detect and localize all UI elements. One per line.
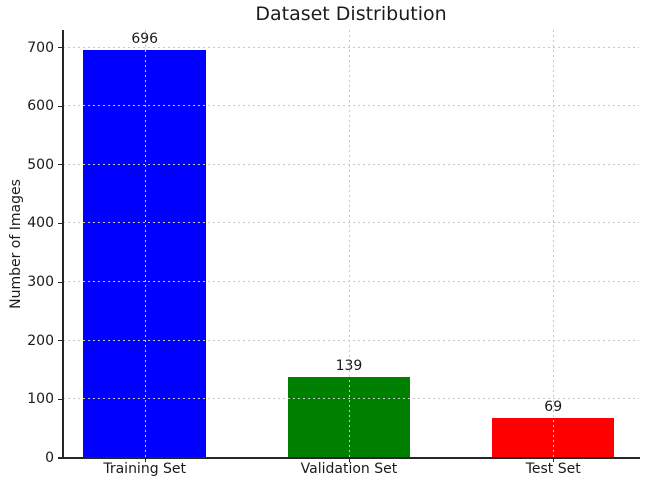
h-gridline	[63, 281, 639, 283]
x-tick-mark	[553, 458, 555, 462]
h-gridline	[63, 163, 639, 165]
y-tick-label: 0	[45, 450, 54, 466]
bar-value-label: 696	[131, 30, 159, 47]
x-tick-label-test-set: Test Set	[525, 461, 581, 477]
bar-validation-set	[287, 376, 411, 458]
y-tick-mark	[58, 222, 62, 225]
h-gridline	[63, 105, 639, 107]
v-gridline	[348, 30, 350, 458]
y-tick-label: 400	[27, 215, 54, 232]
x-tick-mark	[144, 458, 146, 462]
y-tick-mark	[58, 457, 62, 459]
h-gridline	[63, 222, 639, 224]
y-axis-label: Number of Images	[8, 179, 24, 309]
y-tick-mark	[58, 340, 62, 342]
x-tick-mark	[348, 458, 351, 462]
y-tick-label: 700	[27, 39, 54, 56]
v-gridline	[144, 30, 146, 458]
y-tick-mark	[58, 164, 62, 166]
plot-area: 696 139 69	[63, 30, 639, 458]
y-axis-spine	[62, 30, 64, 459]
y-tick-label: 500	[27, 156, 54, 173]
y-tick-label: 200	[27, 332, 54, 349]
x-tick-label-training-set: Training Set	[103, 461, 187, 477]
v-gridline	[553, 30, 555, 458]
y-tick-mark	[58, 105, 62, 107]
bar-value-label: 139	[335, 357, 363, 374]
h-gridline	[63, 46, 639, 48]
h-gridline	[63, 398, 639, 400]
h-gridline	[63, 339, 639, 341]
x-axis-spine	[62, 457, 640, 459]
y-tick-label: 600	[27, 98, 54, 115]
x-tick-label-validation-set: Validation Set	[300, 461, 398, 477]
y-tick-mark	[58, 46, 62, 49]
grid-layer	[63, 30, 639, 458]
value-labels-layer: 696 139 69	[63, 30, 639, 458]
y-tick-label: 300	[27, 274, 54, 291]
bar-value-label: 69	[544, 398, 563, 415]
y-tick-mark	[58, 398, 62, 400]
chart-title: Dataset Distribution	[255, 3, 447, 25]
y-tick-mark	[58, 281, 62, 283]
y-tick-label: 100	[27, 391, 54, 408]
bar-test-set	[491, 417, 615, 458]
